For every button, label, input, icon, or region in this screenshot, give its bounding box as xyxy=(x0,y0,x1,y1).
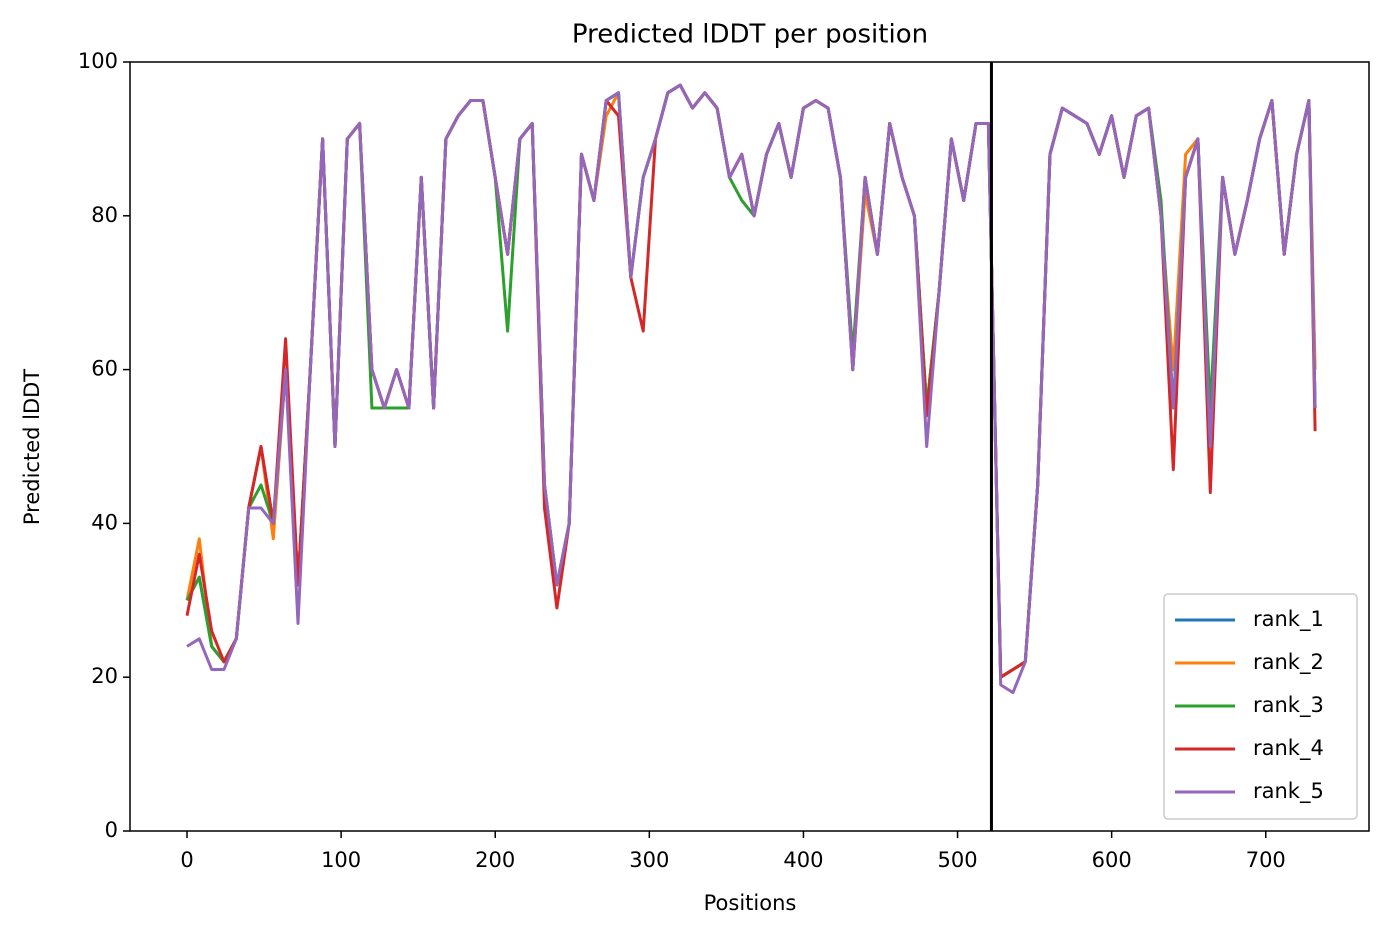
legend-label: rank_5 xyxy=(1253,779,1324,804)
x-axis-label: Positions xyxy=(704,891,797,915)
x-tick-label: 100 xyxy=(321,848,361,872)
x-tick-label: 500 xyxy=(937,848,977,872)
y-tick-label: 100 xyxy=(78,49,118,73)
y-tick-label: 0 xyxy=(105,818,118,842)
series-line xyxy=(185,83,1317,679)
series-line xyxy=(186,83,1317,695)
series-line xyxy=(185,83,1317,679)
y-tick-label: 60 xyxy=(91,357,118,381)
y-tick-label: 40 xyxy=(91,510,118,534)
y-tick-label: 20 xyxy=(91,664,118,688)
chart-title: Predicted lDDT per position xyxy=(572,20,928,50)
x-tick-label: 0 xyxy=(180,848,193,872)
y-tick-label: 80 xyxy=(91,203,118,227)
x-tick-label: 600 xyxy=(1092,848,1132,872)
series-line xyxy=(185,83,1317,679)
y-axis-label: Predicted lDDT xyxy=(20,369,44,525)
x-tick-label: 300 xyxy=(629,848,669,872)
x-tick-label: 700 xyxy=(1246,848,1286,872)
x-tick-label: 200 xyxy=(475,848,515,872)
legend-box xyxy=(1163,593,1358,820)
legend-label: rank_4 xyxy=(1253,736,1324,761)
legend-label: rank_3 xyxy=(1253,693,1324,718)
legend-label: rank_1 xyxy=(1253,607,1324,632)
legend-label: rank_2 xyxy=(1253,650,1324,675)
axes-frame xyxy=(129,61,1370,832)
x-tick-label: 400 xyxy=(783,848,823,872)
series-line xyxy=(185,83,1317,679)
